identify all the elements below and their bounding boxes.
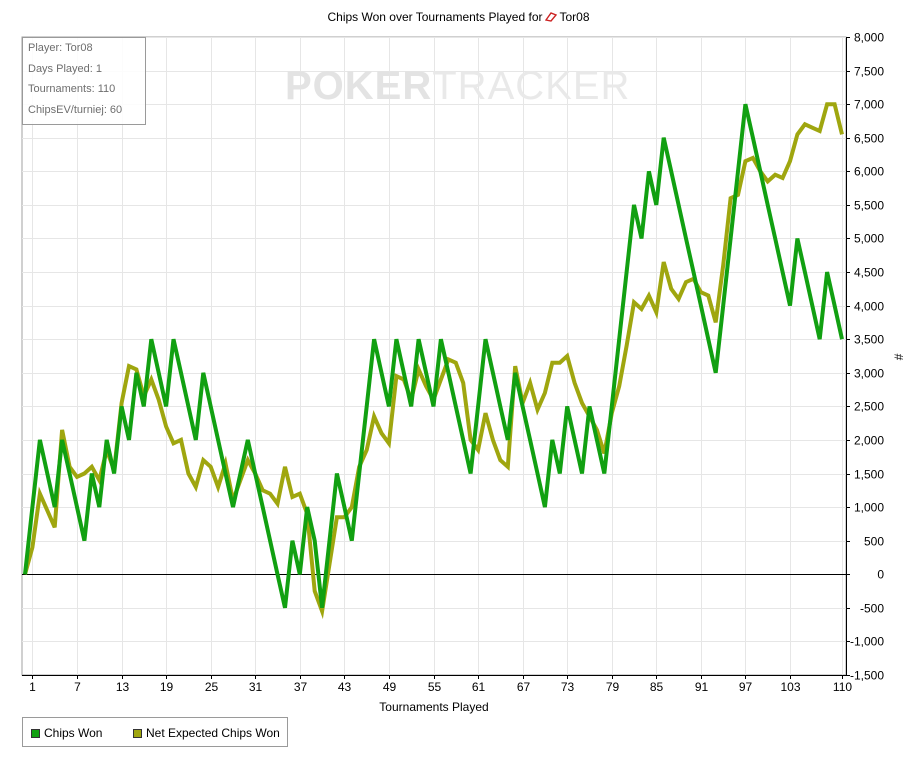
x-tick-label: 61 (472, 680, 486, 694)
x-tick-label: 7 (74, 680, 81, 694)
legend-item-net-expected[interactable]: Net Expected Chips Won (133, 726, 280, 740)
legend-item-chips-won[interactable]: Chips Won (31, 726, 102, 740)
stats-info-box: Player: Tor08 Days Played: 1 Tournaments… (22, 37, 146, 125)
x-tick-label: 13 (116, 680, 130, 694)
x-tick-label: 79 (606, 680, 620, 694)
info-days-played: Days Played: 1 (28, 62, 102, 75)
y-tick-label: 500 (864, 535, 884, 549)
legend: Chips Won Net Expected Chips Won (22, 717, 288, 747)
y-tick-label: 4,000 (854, 300, 884, 314)
y-tick-label: 7,500 (854, 65, 884, 79)
chart-title-text: Chips Won over Tournaments Played for (327, 10, 543, 24)
y-tick-label: 0 (877, 568, 884, 582)
x-tick-label: 91 (695, 680, 709, 694)
y-tick-label: 2,500 (854, 400, 884, 414)
x-tick-label: 73 (561, 680, 575, 694)
y-tick-label: 4,500 (854, 266, 884, 280)
x-tick-label: 103 (780, 680, 800, 694)
y-tick-label: -1,000 (850, 635, 884, 649)
y-axis-label: # (891, 353, 906, 361)
legend-swatch-net-expected (133, 729, 142, 738)
y-tick-label: 1,000 (854, 501, 884, 515)
y-tick-label: -500 (860, 602, 884, 616)
x-axis-label: Tournaments Played (379, 700, 489, 714)
series-chips-won (23, 103, 844, 609)
legend-label-chips-won: Chips Won (44, 726, 103, 740)
y-tick-label: 5,500 (854, 199, 884, 213)
info-tournaments: Tournaments: 110 (28, 83, 116, 95)
y-tick-label: 1,500 (854, 468, 884, 482)
y-tick-label: 2,000 (854, 434, 884, 448)
x-tick-label: 55 (428, 680, 442, 694)
x-tick-label: 85 (650, 680, 664, 694)
y-tick-label: 3,000 (854, 367, 884, 381)
x-tick-label: 19 (160, 680, 174, 694)
x-tick-label: 31 (249, 680, 263, 694)
legend-label-net-expected: Net Expected Chips Won (146, 726, 280, 740)
grid-lines (21, 36, 847, 676)
x-tick-label: 67 (517, 680, 531, 694)
axes (22, 37, 850, 679)
legend-swatch-chips-won (31, 729, 40, 738)
info-chips-ev: ChipsEV/turniej: 60 (28, 103, 123, 116)
chart-title-player: Tor08 (559, 10, 590, 24)
x-tick-label: 25 (205, 680, 219, 694)
y-tick-label: 3,500 (854, 333, 884, 347)
x-tick-label: 37 (294, 680, 308, 694)
tick-labels: 8,000 7,500 7,000 6,500 6,000 5,500 5,000 4,500… (29, 31, 884, 695)
y-tick-label: 6,500 (854, 132, 884, 146)
x-tick-label: 43 (338, 680, 352, 694)
chart-title: Chips Won over Tournaments Played for Tor… (0, 10, 917, 24)
series-lines (23, 102, 844, 620)
x-tick-label: 1 (29, 680, 36, 694)
x-tick-label: 110 (833, 680, 852, 694)
y-tick-label: 6,000 (854, 165, 884, 179)
info-player: Player: Tor08 (28, 42, 93, 54)
y-tick-label: -1,500 (850, 669, 884, 683)
x-tick-label: 97 (739, 680, 753, 694)
y-tick-label: 8,000 (854, 31, 884, 45)
y-tick-label: 5,000 (854, 232, 884, 246)
x-tick-label: 49 (383, 680, 397, 694)
player-site-icon (545, 12, 558, 22)
pokertracker-watermark: POKERTRACKER (285, 64, 631, 108)
y-tick-label: 7,000 (854, 98, 884, 112)
